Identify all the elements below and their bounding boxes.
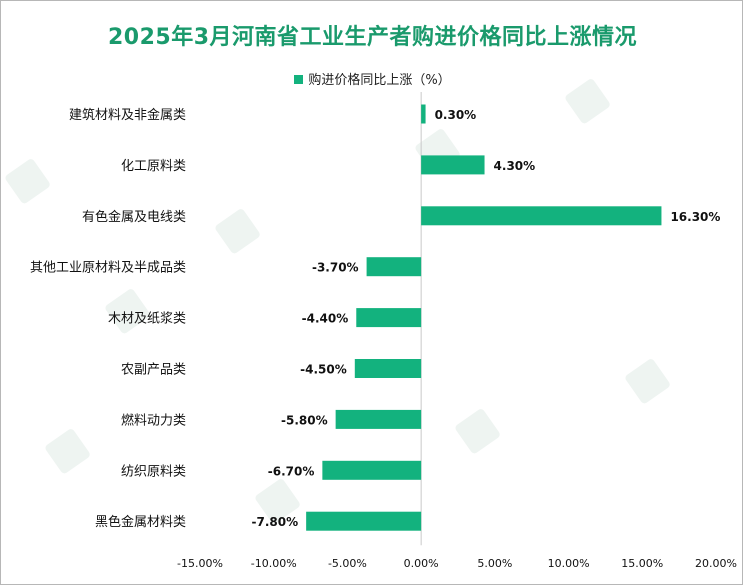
x-tick-label: 15.00% [621,557,663,570]
value-label: -4.50% [300,363,347,377]
bars [306,104,662,531]
bar [421,104,426,124]
value-label: -7.80% [252,515,299,529]
value-label: 4.30% [494,159,536,173]
bar [306,511,422,531]
bar [421,206,662,226]
category-labels: 建筑材料及非金属类化工原料类有色金属及电线类其他工业原材料及半成品类木材及纸浆类… [30,107,186,530]
watermark [5,159,50,204]
watermarks [5,79,670,524]
bar [322,460,422,480]
category-label: 化工原料类 [121,159,186,174]
watermark [565,79,610,124]
bar [354,359,422,378]
watermark [625,359,670,404]
x-tick-label: -15.00% [177,557,223,570]
bar [421,155,485,175]
category-label: 农副产品类 [121,363,186,378]
watermark [215,209,260,254]
category-label: 纺织原料类 [121,464,186,479]
category-label: 燃料动力类 [121,412,186,428]
legend-swatch [294,75,304,84]
value-label: 0.30% [435,108,477,122]
x-tick-labels: -15.00% -10.00% -5.00% 0.00% 5.00% 10.00% 15.0… [177,557,737,570]
value-label: -6.70% [268,464,315,478]
value-label: -4.40% [302,312,349,326]
x-tick-label: -10.00% [251,557,297,570]
x-tick-label: 0.00% [404,557,439,570]
value-label: -3.70% [312,261,359,275]
value-labels: 0.30% 4.30% 16.30% -3.70% -4.40% -4.50% -5.80%… [252,108,721,529]
value-label: 16.30% [670,210,720,224]
watermark [45,429,90,474]
category-label: 建筑材料及非金属类 [69,107,186,123]
watermark [255,479,300,524]
bar [335,409,422,429]
bar [356,308,422,328]
legend-label: 购进价格同比上涨（%） [308,73,451,88]
category-label: 其他工业原材料及半成品类 [30,261,186,276]
category-label: 木材及纸浆类 [108,312,186,327]
bar [366,257,422,277]
x-tick-label: 20.00% [695,557,737,570]
watermark [105,289,150,334]
category-label: 黑色金属材料类 [95,514,186,530]
x-tick-label: -5.00% [328,557,367,570]
category-label: 有色金属及电线类 [82,209,186,225]
chart-title: 2025年3月河南省工业生产者购进价格同比上涨情况 [107,25,638,50]
x-tick-label: 5.00% [477,557,512,570]
legend: 购进价格同比上涨（%） [1,69,743,88]
value-label: -5.80% [281,413,328,427]
x-tick-label: 10.00% [548,557,590,570]
watermark [455,409,500,454]
